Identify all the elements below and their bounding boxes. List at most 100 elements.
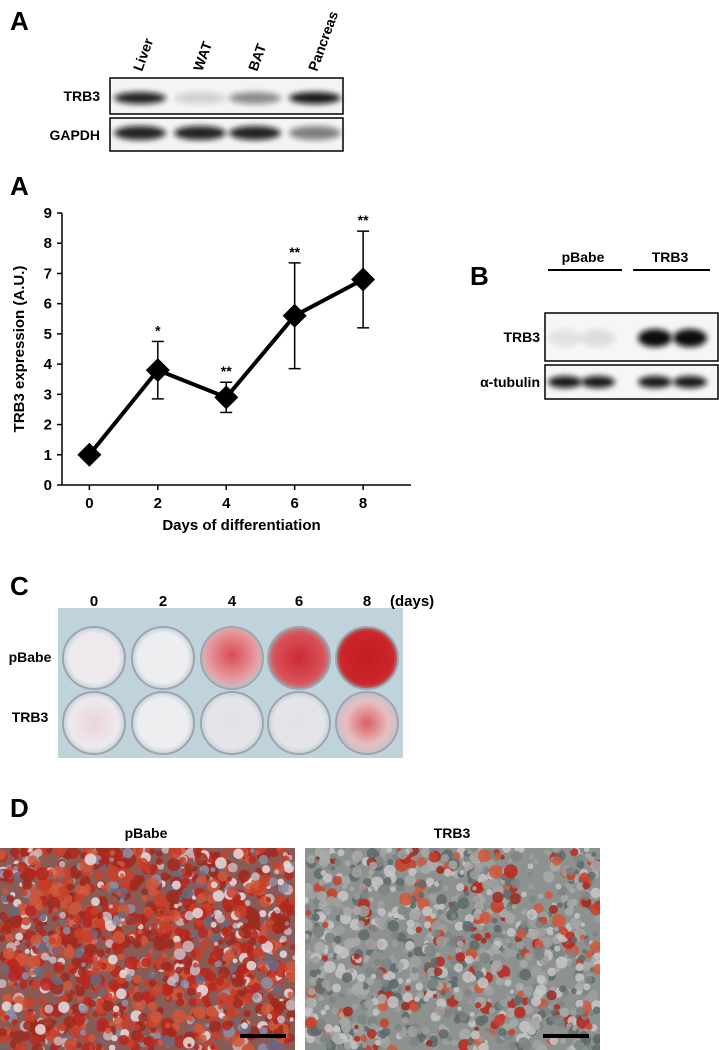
significance-label: ** [221,363,232,379]
cell [213,941,219,946]
cell [359,883,367,891]
cell [118,910,126,919]
cell [52,907,58,913]
cell [252,992,259,1000]
cell [472,895,479,903]
column-label: 6 [295,593,303,610]
cell [572,1026,577,1032]
cell [193,1032,198,1037]
cell [574,982,584,992]
cell [277,878,285,886]
cell [407,1009,413,1015]
cell [377,908,386,917]
cell [318,855,330,867]
cell [181,887,193,899]
cell [417,993,423,999]
cell [50,981,64,995]
cell [91,897,100,907]
cell [180,979,190,989]
cell [490,899,504,914]
cell [265,897,272,903]
cell [272,862,278,868]
cell [119,970,128,979]
cell [457,897,470,910]
cell [546,990,557,1001]
cell [37,913,47,922]
cell [594,914,600,924]
cell [351,850,363,862]
cell [432,993,438,999]
cell [519,1020,531,1033]
cell [590,860,600,872]
cell [422,1026,430,1035]
cell [111,1035,118,1042]
cell [500,998,508,1007]
cell [167,977,176,986]
cell [192,848,202,855]
cell [349,848,356,852]
cell [516,941,525,950]
cell [21,879,33,890]
cell [549,1035,559,1045]
cell [434,956,445,967]
cell [174,941,183,949]
cell [109,857,115,863]
cell [343,1041,352,1050]
cell [116,1024,123,1031]
cell [491,960,503,972]
cell [37,945,46,954]
panel-label: A [10,171,29,201]
cell [537,893,544,900]
cell [26,868,37,879]
cell [107,954,118,965]
cell [519,968,531,981]
cell [405,978,412,984]
cell [231,975,244,988]
cell [491,917,498,924]
cell [390,930,400,939]
row-label: GAPDH [49,127,100,143]
panel-label: D [10,793,29,823]
y-tick-label: 1 [44,447,52,464]
cell [248,855,257,864]
cell [427,977,439,989]
cell [63,947,75,960]
group-label: TRB3 [652,249,689,265]
cell [574,924,580,930]
significance-label: ** [358,212,369,228]
cell [349,1040,359,1050]
cell [533,903,544,914]
cell [60,900,69,909]
cell [83,848,91,852]
cell [201,939,211,948]
cell [328,952,334,959]
cell [241,1022,248,1029]
cell [148,979,157,988]
cell [135,1033,145,1043]
x-tick-label: 2 [154,495,162,512]
cell [45,971,51,977]
cell [570,848,579,857]
band [638,376,672,388]
cell [4,1014,10,1021]
cell [533,988,544,1000]
cell [479,952,491,964]
cell [121,999,129,1007]
cell [555,956,568,969]
cell [361,982,369,990]
cell [261,1003,274,1016]
cell [483,984,494,996]
cell [241,1043,255,1050]
cell [92,960,103,972]
cell [575,1006,585,1016]
cell [9,1029,20,1040]
cell [447,970,454,976]
cell [351,1002,359,1010]
x-tick-label: 8 [359,495,367,512]
cell [494,852,502,860]
cell [289,1017,294,1022]
cell [492,891,504,903]
data-point [282,303,307,328]
cell [125,974,133,982]
